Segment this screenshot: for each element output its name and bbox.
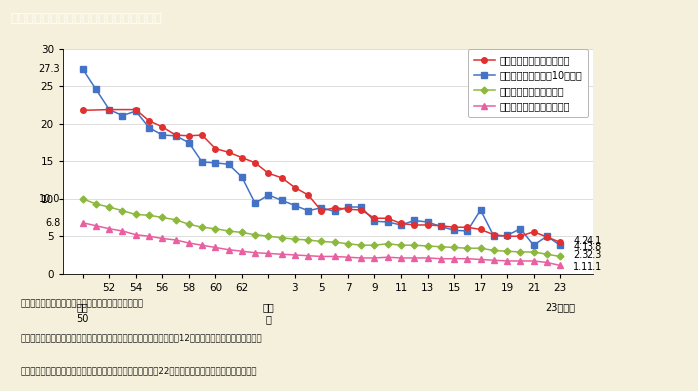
Text: 1.1: 1.1 xyxy=(573,262,588,272)
Text: 4.1: 4.1 xyxy=(586,236,602,246)
Text: 4.2: 4.2 xyxy=(573,236,589,246)
Text: 1.1: 1.1 xyxy=(586,262,602,272)
Text: 2.3: 2.3 xyxy=(586,250,602,260)
Text: ２．妊産婦死亡率における出産は，出生数に死産数（妊娠満12週以後）を加えたものである。: ２．妊産婦死亡率における出産は，出生数に死産数（妊娠満12週以後）を加えたもので… xyxy=(21,333,262,342)
Text: 4.1: 4.1 xyxy=(573,242,588,253)
Text: （備考）１．厚生労働省「人口動態統計」より作成。: （備考）１．厚生労働省「人口動態統計」より作成。 xyxy=(21,300,144,308)
Text: 昭和
50: 昭和 50 xyxy=(77,302,89,324)
Text: 3.8: 3.8 xyxy=(586,242,602,253)
Text: ３．周産期死亡率における出産は，出生数に妊娠満22週以後の死産数を加えたものである。: ３．周産期死亡率における出産は，出生数に妊娠満22週以後の死産数を加えたものであ… xyxy=(21,367,258,376)
Text: 6.8: 6.8 xyxy=(45,218,60,228)
Text: 27.3: 27.3 xyxy=(38,64,60,74)
Text: 2.3: 2.3 xyxy=(573,250,589,260)
Legend: 周産期死亡率（出産千対）, 妊産婦死亡率（出産10万対）, 乳児死亡率（出生千対）, 新生児死亡率（出生千対）: 周産期死亡率（出産千対）, 妊産婦死亡率（出産10万対）, 乳児死亡率（出生千対… xyxy=(468,49,588,117)
Text: 23（年）: 23（年） xyxy=(545,302,575,312)
Text: 10.0: 10.0 xyxy=(39,194,60,204)
Text: 平成
元: 平成 元 xyxy=(262,302,274,324)
Text: 第１－６－１図　母子保健関係指標の推移: 第１－６－１図 母子保健関係指標の推移 xyxy=(10,12,163,25)
